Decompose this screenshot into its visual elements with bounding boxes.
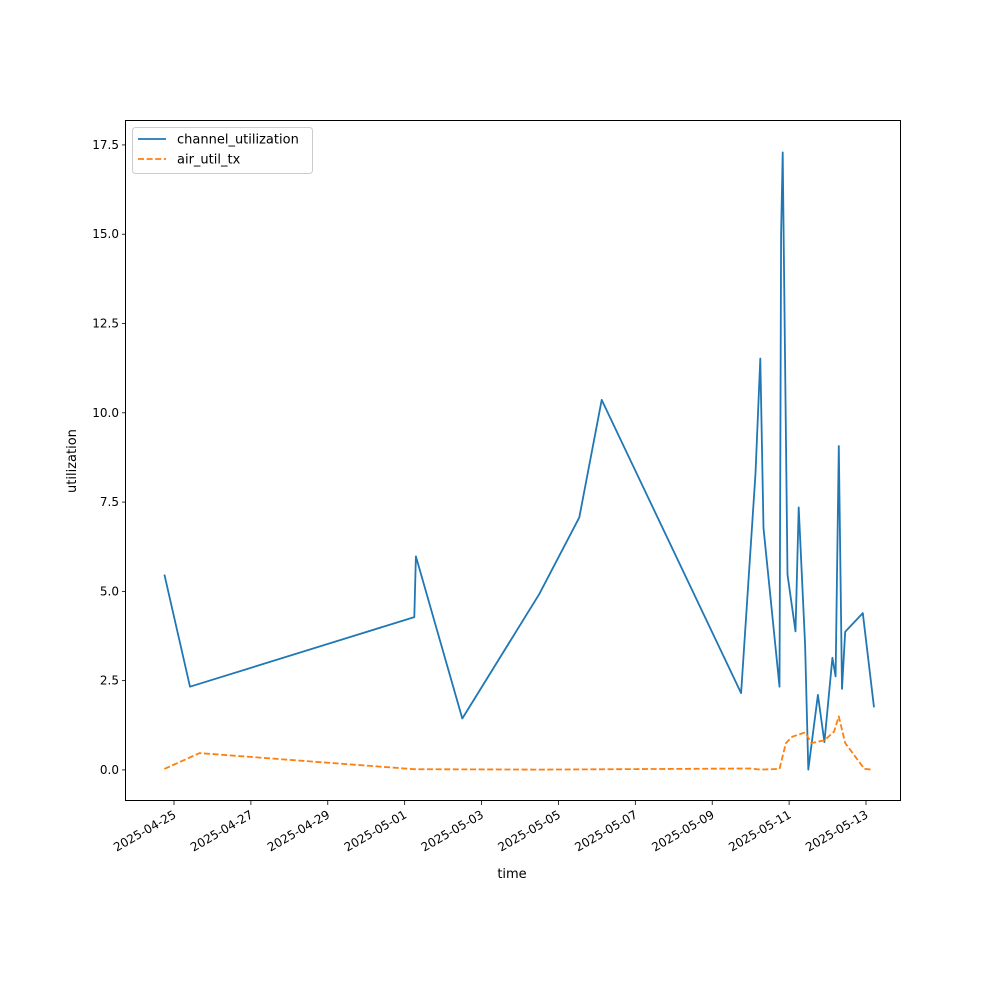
legend: channel_utilization air_util_tx — [132, 127, 313, 174]
y-axis-label: utilization — [65, 429, 80, 493]
x-tick-label: 2025-05-03 — [419, 807, 486, 854]
plot-area — [125, 120, 901, 801]
legend-label-air-util-tx: air_util_tx — [177, 153, 241, 168]
x-tick-label: 2025-05-11 — [726, 807, 793, 854]
y-tick-label: 7.5 — [100, 495, 119, 509]
x-axis-label: time — [497, 867, 526, 882]
x-axis: 2025-04-25 2025-04-27 2025-04-29 2025-05-01… — [111, 801, 871, 854]
y-tick-label: 10.0 — [92, 406, 119, 420]
legend-box — [132, 127, 313, 174]
y-tick-label: 17.5 — [92, 138, 119, 152]
x-tick-label: 2025-04-27 — [188, 807, 255, 854]
x-tick-label: 2025-05-09 — [649, 807, 716, 854]
x-tick-label: 2025-04-25 — [111, 807, 178, 854]
y-tick-label: 15.0 — [92, 227, 119, 241]
x-tick-label: 2025-05-01 — [342, 807, 409, 854]
x-tick-label: 2025-05-07 — [572, 807, 639, 854]
series-layer — [163, 151, 875, 771]
plot-frame — [125, 120, 901, 801]
x-tick-label: 2025-05-13 — [803, 807, 870, 854]
y-tick-label: 2.5 — [100, 674, 119, 688]
y-tick-label: 12.5 — [92, 317, 119, 331]
y-tick-label: 0.0 — [100, 763, 119, 777]
y-tick-label: 5.0 — [100, 584, 119, 598]
x-tick-label: 2025-04-29 — [265, 807, 332, 854]
series-line-air-util-tx — [164, 715, 873, 771]
y-axis: 0.0 2.5 5.0 7.5 10.0 12.5 15.0 17.5 — [92, 138, 126, 777]
x-tick-label: 2025-05-05 — [496, 807, 563, 854]
legend-label-channel-utilization: channel_utilization — [177, 133, 299, 148]
series-line-channel-utilization — [163, 151, 875, 771]
